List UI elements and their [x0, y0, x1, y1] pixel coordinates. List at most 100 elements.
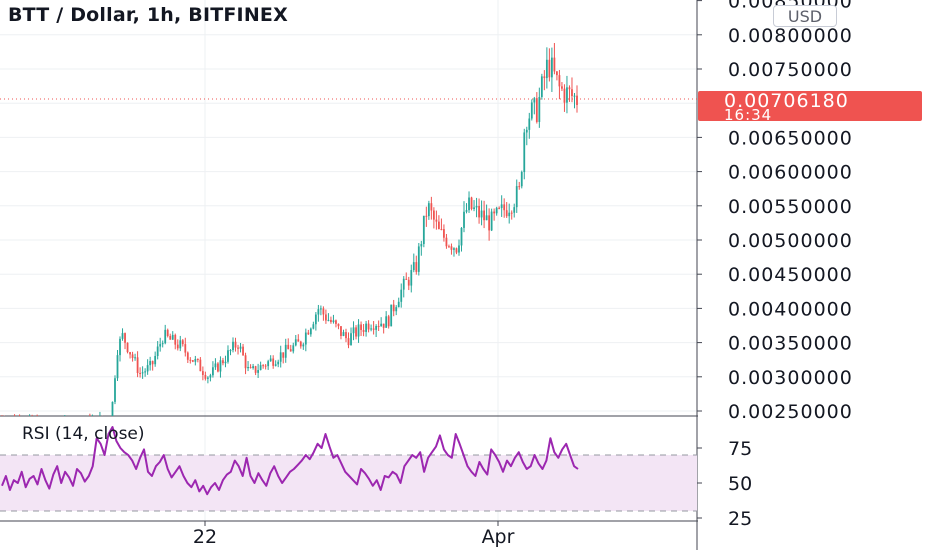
candle-body — [289, 349, 292, 352]
candle-body — [510, 212, 513, 214]
candle-body — [410, 270, 413, 286]
candle-body — [264, 365, 267, 367]
candle-body — [322, 308, 325, 315]
candle-body — [249, 366, 252, 369]
candle-body — [370, 328, 373, 330]
candle-body — [144, 371, 147, 373]
currency-button[interactable]: USD — [773, 5, 837, 27]
candle-body — [129, 352, 131, 355]
candle-body — [561, 86, 563, 89]
rsi-band — [0, 455, 697, 511]
candle-body — [191, 360, 194, 362]
candle-body — [302, 344, 305, 347]
candle-body — [455, 248, 458, 253]
candle-body — [201, 371, 204, 375]
candle-body — [181, 340, 184, 345]
candle-body — [387, 316, 390, 327]
candle-body — [274, 364, 277, 366]
candle-body — [219, 360, 222, 372]
candle-body — [206, 377, 209, 379]
candle-body — [513, 207, 516, 213]
price-tick-label: 0.00250000 — [728, 401, 853, 423]
candle-body — [269, 358, 272, 362]
candle-body — [209, 375, 212, 378]
candle-body — [432, 210, 435, 220]
candle-body — [520, 172, 523, 187]
candle-body — [571, 89, 573, 97]
candle-body — [257, 370, 260, 373]
candle-body — [473, 207, 475, 210]
candle-body — [131, 354, 134, 358]
price-tick-label: 0.00650000 — [728, 127, 853, 149]
rsi-tick-label: 75 — [728, 438, 752, 460]
candle-body — [488, 215, 491, 231]
candle-body — [272, 358, 275, 366]
candle-body — [116, 355, 119, 379]
price-tick-label: 0.00450000 — [728, 264, 853, 286]
candle-body — [350, 333, 352, 346]
price-tick-label: 0.00600000 — [728, 162, 853, 184]
price-tick-label: 0.00400000 — [728, 298, 853, 320]
chart-title: BTT / Dollar, 1h, BITFINEX — [8, 4, 288, 26]
candle-body — [485, 215, 488, 221]
candle-body — [171, 334, 174, 340]
candle-body — [169, 335, 172, 340]
candle-body — [307, 332, 310, 335]
candle-body — [543, 76, 546, 79]
candle-body — [279, 352, 282, 362]
candle-body — [435, 219, 438, 222]
candle-body — [550, 57, 553, 78]
price-axis[interactable]: 0.00250000 0.00300000 0.00350000 0.00400000… — [697, 0, 853, 530]
candle-body — [217, 363, 219, 372]
candle-body — [124, 333, 126, 343]
candle-body — [166, 329, 169, 336]
candle-body — [573, 95, 576, 97]
time-axis[interactable]: 22 Apr — [193, 521, 515, 548]
candle-body — [437, 221, 440, 230]
candle-body — [139, 372, 142, 374]
candle-body — [440, 229, 443, 231]
candle-body — [237, 347, 239, 349]
rsi-indicator-label[interactable]: RSI (14, close) — [22, 424, 145, 444]
candle-body — [212, 367, 214, 376]
candle-body — [156, 346, 159, 356]
candle-body — [342, 332, 345, 336]
candle-body — [244, 355, 247, 369]
candle-body — [468, 197, 470, 211]
candle-body — [317, 309, 320, 315]
candle-body — [134, 357, 136, 359]
candle-body — [189, 359, 192, 361]
candle-body — [367, 323, 370, 330]
candle-body — [397, 301, 400, 308]
candle-body — [154, 355, 157, 365]
candle-body — [222, 360, 224, 364]
candle-body — [558, 75, 561, 87]
candle-body — [114, 378, 116, 402]
candle-body — [319, 308, 322, 310]
candle-body — [538, 96, 541, 122]
candle-body — [365, 323, 367, 332]
candle-body — [174, 334, 177, 345]
candle-body — [495, 207, 498, 214]
candle-body — [553, 57, 556, 72]
candle-body — [528, 118, 531, 130]
candle-body — [380, 323, 383, 327]
candle-body — [247, 366, 249, 369]
candle-body — [465, 210, 468, 212]
candle-body — [149, 361, 152, 366]
candle-body — [242, 346, 244, 356]
candle-body — [204, 374, 207, 379]
candle-body — [294, 339, 297, 346]
candle-body — [470, 197, 473, 210]
candle-body — [126, 342, 129, 353]
candle-body — [545, 59, 548, 79]
time-tick-label: Apr — [482, 526, 515, 548]
rsi-tick-label: 50 — [728, 473, 752, 495]
candle-body — [186, 352, 189, 360]
candle-body — [500, 204, 503, 208]
candle-body — [445, 237, 448, 247]
candle-body — [292, 345, 295, 352]
candle-body — [136, 357, 139, 373]
candle-body — [355, 327, 357, 337]
